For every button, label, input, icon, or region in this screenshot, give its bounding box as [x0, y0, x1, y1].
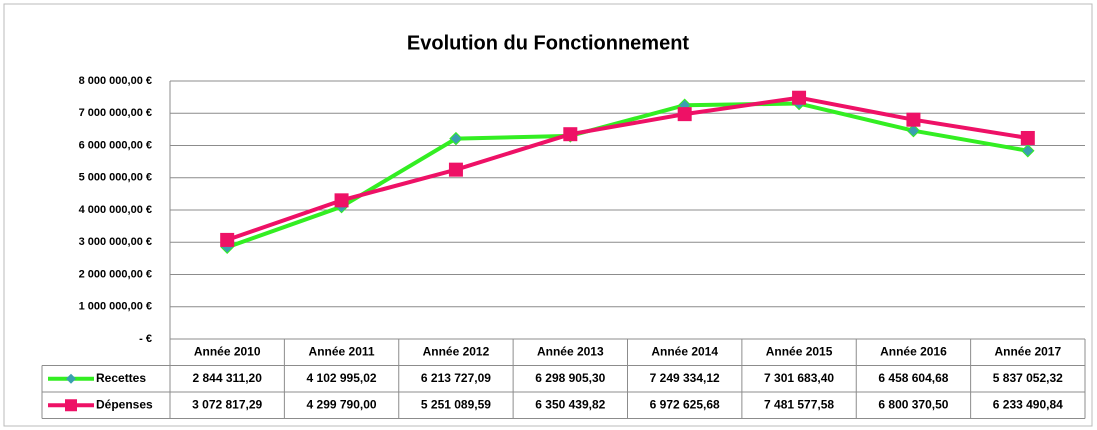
chart-frame [3, 3, 1093, 427]
table-value: 6 800 370,50 [878, 397, 948, 411]
table-value: 6 233 490,84 [993, 397, 1063, 411]
x-tick-label: Année 2015 [766, 344, 833, 358]
marker [449, 131, 463, 146]
table-value: 4 102 995,02 [307, 371, 377, 385]
x-tick-label: Année 2014 [651, 344, 718, 358]
x-tick-label: Année 2017 [994, 344, 1061, 358]
table-value: 6 458 604,68 [878, 371, 948, 385]
table-value: 6 298 905,30 [535, 371, 605, 385]
y-tick-label: 2 000 000,00 € [79, 268, 152, 280]
y-tick-label: 6 000 000,00 € [79, 139, 152, 151]
line [226, 95, 1029, 242]
y-tick-label: - € [139, 333, 152, 345]
marker [1020, 130, 1035, 145]
table-value: 6 213 727,09 [421, 371, 491, 385]
table-value: 3 072 817,29 [192, 397, 262, 411]
x-tick-label: Année 2011 [309, 344, 375, 358]
table-value: 2 844 311,20 [192, 371, 262, 385]
table-value: 4 299 790,00 [307, 397, 377, 411]
marker [334, 193, 349, 208]
legend-marker [66, 373, 76, 384]
y-tick-label: 5 000 000,00 € [79, 172, 152, 184]
table-value: 6 350 439,82 [535, 397, 605, 411]
y-tick-label: 8 000 000,00 € [79, 75, 152, 87]
x-tick-label: Année 2012 [423, 344, 490, 358]
marker [563, 127, 578, 142]
table-value: 5 837 052,32 [993, 371, 1063, 385]
marker [792, 90, 807, 105]
y-tick-label: 4 000 000,00 € [79, 204, 152, 216]
legend-marker [65, 399, 77, 412]
marker [1021, 144, 1035, 158]
table-value: 6 972 625,68 [650, 397, 720, 411]
marker [677, 107, 692, 122]
table-value: 7 301 683,40 [764, 371, 834, 385]
legend-label: Dépenses [96, 397, 153, 411]
chart-title: Evolution du Fonctionnement [407, 32, 690, 54]
marker [220, 232, 235, 247]
legend-label: Recettes [96, 371, 146, 385]
marker [906, 124, 921, 138]
table-value: 7 249 334,12 [650, 371, 720, 385]
x-tick-label: Année 2013 [537, 344, 604, 358]
y-tick-label: 7 000 000,00 € [79, 107, 152, 119]
x-tick-label: Année 2010 [194, 344, 261, 358]
x-tick-label: Année 2016 [880, 344, 947, 358]
table-value: 7 481 577,58 [764, 397, 834, 411]
marker [906, 112, 921, 127]
y-tick-label: 3 000 000,00 € [79, 236, 152, 248]
table-value: 5 251 089,59 [421, 397, 491, 411]
y-tick-label: 1 000 000,00 € [79, 301, 152, 313]
marker [448, 162, 463, 177]
